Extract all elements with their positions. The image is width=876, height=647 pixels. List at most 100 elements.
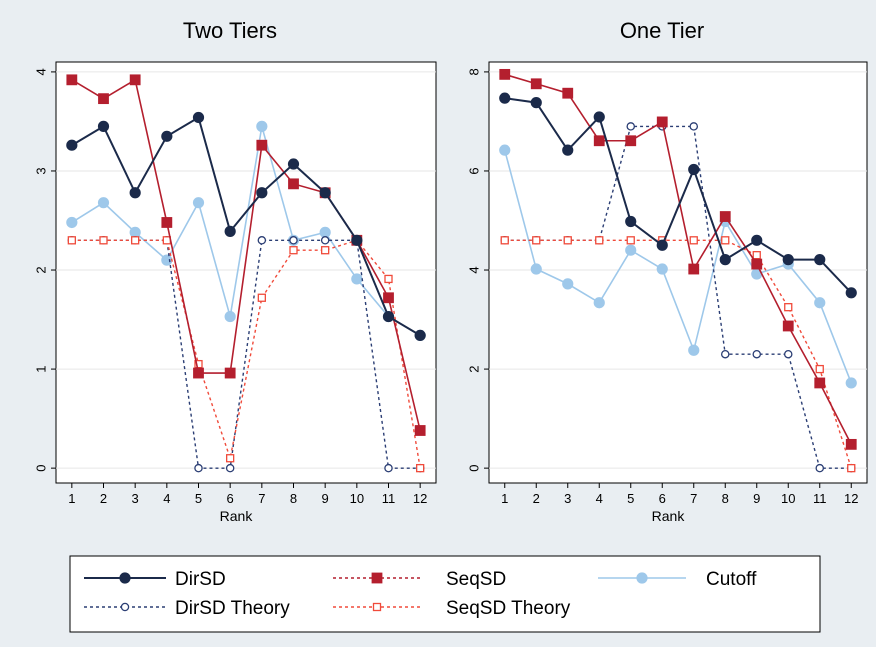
data-point — [161, 130, 173, 142]
data-point — [782, 254, 794, 266]
series-line — [71, 239, 421, 469]
data-point — [319, 226, 331, 238]
data-point — [129, 74, 141, 86]
data-point — [625, 215, 637, 228]
legend-marker — [119, 572, 131, 584]
x-tick-label: 1 — [68, 491, 75, 506]
plot-area — [488, 61, 868, 484]
legend: DirSD SeqSD Cutoff DirSD Theory SeqSD Theory — [69, 555, 821, 633]
data-point — [224, 367, 236, 379]
data-point — [593, 297, 605, 309]
data-point — [161, 254, 173, 266]
data-point — [625, 135, 637, 147]
series-line — [71, 239, 421, 469]
data-point — [287, 158, 300, 170]
data-point — [414, 425, 426, 436]
data-point — [532, 236, 541, 245]
legend-label: SeqSD — [446, 569, 506, 590]
x-tick-label: 10 — [781, 491, 795, 506]
data-point — [626, 236, 635, 245]
data-point — [257, 236, 267, 245]
data-point — [224, 310, 236, 323]
data-point — [847, 463, 856, 473]
data-point — [562, 278, 574, 290]
data-point — [351, 273, 363, 285]
data-point — [319, 187, 331, 199]
legend-marker — [371, 572, 383, 584]
data-point — [224, 225, 236, 237]
x-axis-label: Rank — [220, 508, 254, 524]
x-tick-label: 2 — [100, 491, 107, 506]
legend-label: DirSD Theory — [175, 598, 290, 619]
data-point — [225, 463, 235, 473]
data-point — [256, 139, 268, 151]
data-point — [656, 116, 668, 128]
data-point — [256, 187, 268, 199]
data-point — [192, 197, 205, 209]
legend-item-seqsd: SeqSD — [333, 569, 506, 590]
data-point — [66, 216, 78, 229]
data-point — [192, 111, 205, 124]
data-point — [256, 120, 268, 132]
data-point — [97, 197, 110, 209]
data-point — [593, 135, 605, 147]
data-point — [384, 463, 393, 473]
data-point — [782, 320, 794, 332]
data-point — [656, 239, 668, 251]
data-point — [67, 236, 76, 245]
y-tick-label: 3 — [33, 167, 48, 174]
data-point — [593, 111, 605, 123]
data-point — [499, 144, 511, 156]
data-point — [129, 187, 141, 199]
series-line — [504, 125, 852, 469]
data-point — [321, 246, 330, 255]
x-tick-label: 12 — [413, 491, 427, 506]
data-point — [752, 349, 762, 359]
data-point — [845, 377, 857, 389]
plot-area — [55, 61, 437, 484]
data-point — [289, 236, 298, 245]
x-tick-label: 2 — [533, 491, 540, 506]
data-point — [416, 463, 425, 473]
legend-label: DirSD — [175, 569, 226, 590]
data-point — [289, 246, 298, 255]
y-tick-label: 4 — [33, 68, 48, 75]
data-point — [656, 263, 668, 275]
data-point — [194, 359, 203, 369]
legend-marker — [372, 602, 382, 612]
data-point — [815, 364, 824, 374]
data-point — [688, 344, 700, 356]
legend-label: Cutoff — [706, 569, 757, 590]
data-point — [688, 163, 700, 176]
legend-item-dirsd-theory: DirSD Theory — [84, 598, 290, 619]
legend-item-dirsd: DirSD — [84, 569, 226, 590]
panel-title: Two Tiers — [183, 18, 277, 43]
data-point — [129, 226, 141, 238]
x-tick-label: 9 — [753, 491, 760, 506]
data-point — [563, 236, 572, 245]
y-tick-label: 1 — [33, 365, 48, 372]
data-point — [384, 274, 393, 284]
legend-box — [69, 555, 821, 633]
data-point — [351, 234, 363, 246]
series-line — [503, 149, 852, 384]
x-tick-label: 4 — [596, 491, 603, 506]
data-point — [751, 258, 763, 270]
data-point — [226, 454, 235, 463]
data-point — [97, 120, 110, 132]
data-point — [814, 297, 826, 309]
y-tick-label: 0 — [33, 465, 48, 472]
x-tick-label: 11 — [382, 491, 396, 506]
series-line — [71, 126, 421, 337]
data-point — [288, 178, 299, 190]
x-tick-label: 8 — [290, 491, 297, 506]
data-point — [688, 263, 700, 275]
data-point — [98, 93, 109, 105]
x-tick-label: 10 — [350, 491, 364, 506]
series-seqsd — [499, 68, 857, 450]
data-point — [414, 329, 426, 342]
data-point — [814, 377, 826, 389]
data-point — [815, 463, 825, 473]
